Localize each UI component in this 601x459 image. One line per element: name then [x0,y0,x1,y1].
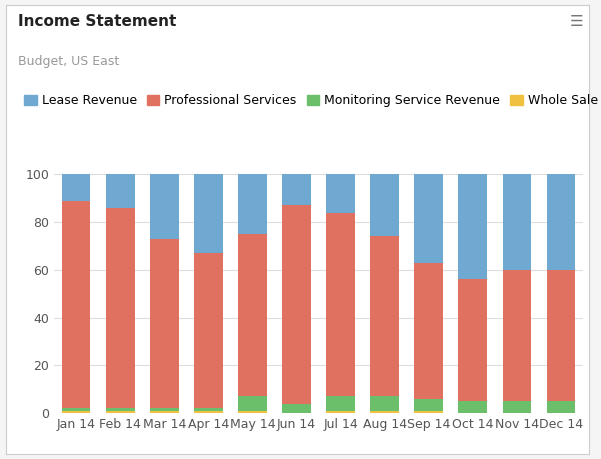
Bar [459,280,487,401]
Bar [370,236,399,397]
Bar [326,411,355,413]
Bar [502,401,531,413]
Bar [370,411,399,413]
Bar [547,270,575,401]
Bar [106,174,135,208]
Bar [414,411,443,413]
Bar [547,174,575,270]
Bar [62,409,91,411]
Bar [238,174,267,234]
Bar [326,213,355,397]
Bar [370,174,399,236]
Bar [282,206,311,403]
Bar [150,239,178,409]
Bar [150,174,178,239]
Bar [106,409,135,411]
Text: Budget, US East: Budget, US East [18,55,119,68]
Bar [238,234,267,397]
Bar [459,401,487,413]
Bar [194,409,222,411]
Bar [106,208,135,409]
Text: Income Statement: Income Statement [18,14,177,29]
Bar [194,174,222,253]
Bar [282,403,311,413]
Bar [414,263,443,399]
Bar [502,270,531,401]
Bar [370,397,399,411]
Bar [238,397,267,411]
Bar [150,411,178,413]
Bar [547,401,575,413]
Bar [194,253,222,409]
Bar [502,174,531,270]
Legend: Lease Revenue, Professional Services, Monitoring Service Revenue, Whole Sale: Lease Revenue, Professional Services, Mo… [24,95,597,107]
Bar [326,397,355,411]
Bar [62,201,91,409]
Text: ☰: ☰ [569,14,583,29]
Bar [414,399,443,411]
Bar [150,409,178,411]
Bar [414,174,443,263]
Bar [62,411,91,413]
Bar [194,411,222,413]
Bar [282,174,311,206]
Bar [238,411,267,413]
Bar [62,174,91,201]
Bar [326,174,355,213]
Bar [106,411,135,413]
Bar [459,174,487,280]
